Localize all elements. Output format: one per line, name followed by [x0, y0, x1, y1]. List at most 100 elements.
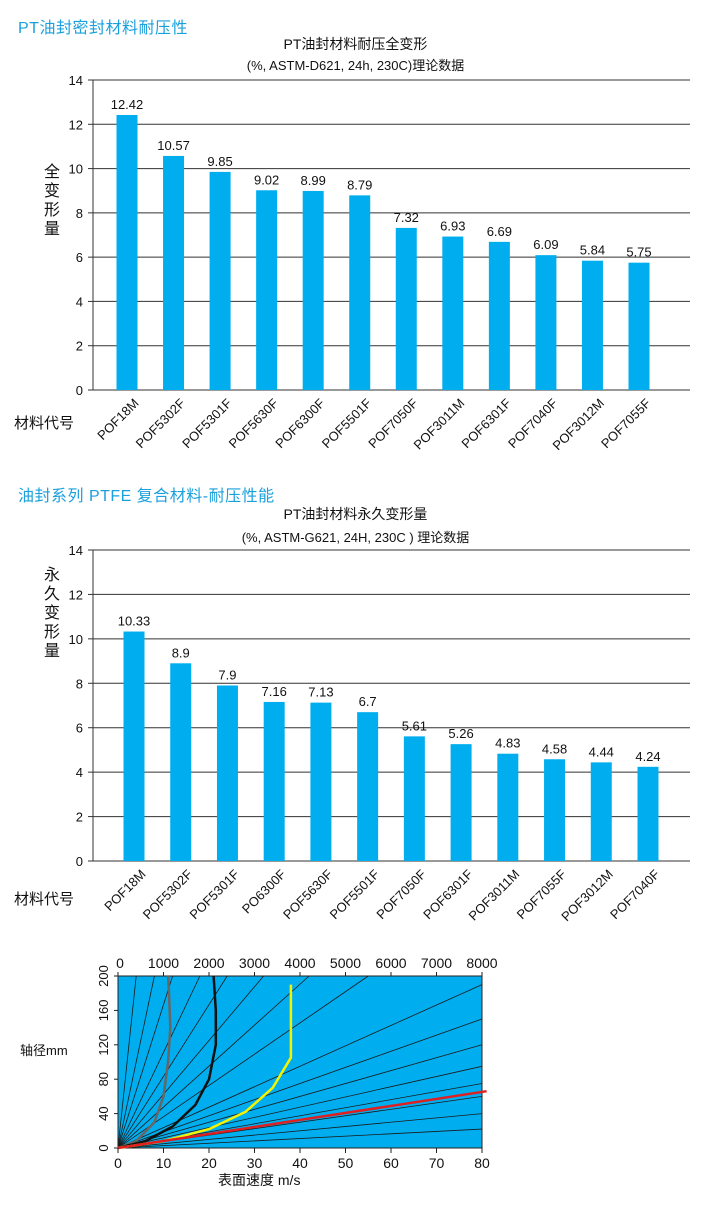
chart1-bar — [116, 114, 138, 390]
chart1-data-label: 9.85 — [207, 154, 232, 169]
chart3-top-tick-label: 8000 — [466, 955, 497, 971]
chart3-top-tick-label: 1000 — [148, 955, 179, 971]
chart2-ytick-label: 8 — [76, 676, 83, 691]
chart3-reference-line — [117, 975, 228, 1149]
section-title-1: PT油封密封材料耐压性 — [18, 20, 188, 37]
chart1-category-label: POF7055F — [598, 395, 654, 451]
chart1-category-label: POF5630F — [226, 395, 282, 451]
chart3-ytick-label: 200 — [96, 965, 111, 987]
chart1-bar — [163, 155, 185, 390]
chart2-bar — [357, 712, 379, 861]
chart1-bar — [488, 241, 510, 390]
chart1-bar — [256, 190, 278, 390]
chart2-bar — [497, 753, 519, 861]
chart1-bar — [581, 260, 603, 390]
chart1-data-label: 10.57 — [157, 138, 190, 153]
chart3-xtick-label: 60 — [383, 1155, 399, 1171]
chart2-bar — [216, 685, 238, 861]
chart2-data-label: 7.16 — [262, 684, 287, 699]
chart2-data-label: 7.13 — [308, 685, 333, 700]
section-title-2: 油封系列 PTFE 复合材料-耐压性能 — [18, 488, 275, 505]
chart3-xtick-label: 80 — [474, 1155, 490, 1171]
chart1-title: PT油封材料耐压全变形 — [283, 36, 428, 52]
chart1-bar — [535, 255, 557, 390]
chart2-data-label: 5.26 — [448, 726, 473, 741]
chart1-y-axis-label: 全变形量 — [43, 164, 60, 238]
chart3-top-tick-label: 3000 — [239, 955, 270, 971]
chart3-xtick-label: 0 — [114, 1155, 122, 1171]
chart1-ytick-label: 10 — [69, 162, 83, 177]
chart1-data-label: 6.69 — [487, 224, 512, 239]
chart1-data-label: 8.99 — [301, 173, 326, 188]
chart1-category-label: POF18M — [94, 396, 141, 443]
chart1-ytick-label: 4 — [76, 294, 83, 309]
chart2-category-label: POF5301F — [187, 866, 243, 922]
chart2-data-label: 5.61 — [402, 718, 427, 733]
chart1-data-label: 6.09 — [533, 237, 558, 252]
chart3-xtick-label: 30 — [247, 1155, 263, 1171]
chart3-series-0 — [117, 975, 172, 1150]
chart3-y-axis-label: 轴径mm — [20, 1043, 68, 1058]
chart2-bar — [544, 759, 566, 861]
chart2-ytick-label: 10 — [69, 632, 83, 647]
chart1-bar — [628, 262, 650, 390]
chart1-data-label: 8.79 — [347, 177, 372, 192]
chart2-bar — [450, 744, 472, 861]
chart2-bar — [170, 663, 192, 861]
chart2-category-label: POF18M — [101, 867, 148, 914]
chart3-reference-line — [117, 1065, 483, 1149]
chart2-y-axis-label: 永久变形量 — [43, 567, 60, 660]
chart3-reference-line — [117, 975, 369, 1149]
chart3-ytick-label: 120 — [96, 1034, 111, 1056]
chart3-reference-line — [117, 1128, 483, 1149]
chart2-category-label: POF7040F — [607, 866, 663, 922]
chart2-data-label: 4.24 — [635, 749, 660, 764]
chart1-bar — [349, 195, 371, 390]
chart3-reference-line — [117, 1044, 483, 1149]
chart3-top-tick-label: 6000 — [375, 955, 406, 971]
chart2-ytick-label: 12 — [69, 587, 83, 602]
chart3-reference-line — [117, 975, 201, 1149]
chart2-bar — [637, 766, 659, 861]
chart2-ytick-label: 2 — [76, 810, 83, 825]
chart1-data-label: 5.75 — [626, 245, 651, 260]
chart1-category-label: POF5301F — [179, 395, 235, 451]
chart3-top-tick-label: 5000 — [330, 955, 361, 971]
chart1-ytick-label: 8 — [76, 206, 83, 221]
chart2-data-label: 4.44 — [589, 744, 614, 759]
chart3-xtick-label: 10 — [156, 1155, 172, 1171]
chart1-data-label: 6.93 — [440, 219, 465, 234]
chart3-top-tick-label: 4000 — [284, 955, 315, 971]
chart3-reference-line — [117, 975, 155, 1149]
chart1-category-label: POF3011M — [411, 396, 468, 453]
chart2-category-label: POF3011M — [466, 867, 523, 924]
chart3-top-tick-label: 0 — [116, 955, 124, 971]
chart1-bar — [442, 236, 464, 390]
chart2-x-axis-label: 材料代号 — [14, 891, 75, 908]
chart2-category-label: POF5630F — [280, 866, 336, 922]
chart1-subtitle: (%, ASTM-D621, 24h, 230C)理论数据 — [246, 58, 465, 73]
chart3-ytick-label: 40 — [96, 1106, 111, 1120]
chart1-data-label: 9.02 — [254, 172, 279, 187]
chart1-data-label: 12.42 — [111, 97, 144, 112]
chart1-bar — [209, 171, 231, 390]
chart2-subtitle: (%, ASTM-G621, 24H, 230C ) 理论数据 — [241, 530, 470, 545]
chart3-top-tick-label: 2000 — [193, 955, 224, 971]
chart2-ytick-label: 0 — [76, 854, 83, 869]
chart3-reference-line — [117, 975, 137, 1149]
chart1-ytick-label: 6 — [76, 250, 83, 265]
chart3-reference-line — [117, 975, 264, 1149]
chart2-bar — [403, 736, 425, 861]
chart2-svg: 0 2 4 6 8 10 12 14 10.33 POF18M 8.9 POF5302F 7.9 POF5… — [69, 543, 690, 924]
chart2-data-label: 4.58 — [542, 741, 567, 756]
chart1-data-label: 5.84 — [580, 243, 605, 258]
chart2-ytick-label: 6 — [76, 721, 83, 736]
chart2-data-label: 4.83 — [495, 736, 520, 751]
chart2-ytick-label: 4 — [76, 765, 83, 780]
chart3-reference-line — [117, 975, 173, 1149]
chart3-xtick-label: 20 — [201, 1155, 217, 1171]
chart2-bar — [590, 762, 612, 861]
chart1-category-label: POF6300F — [272, 395, 328, 451]
chart3-ytick-label: 0 — [96, 1144, 111, 1151]
chart2-data-label: 8.9 — [172, 645, 190, 660]
